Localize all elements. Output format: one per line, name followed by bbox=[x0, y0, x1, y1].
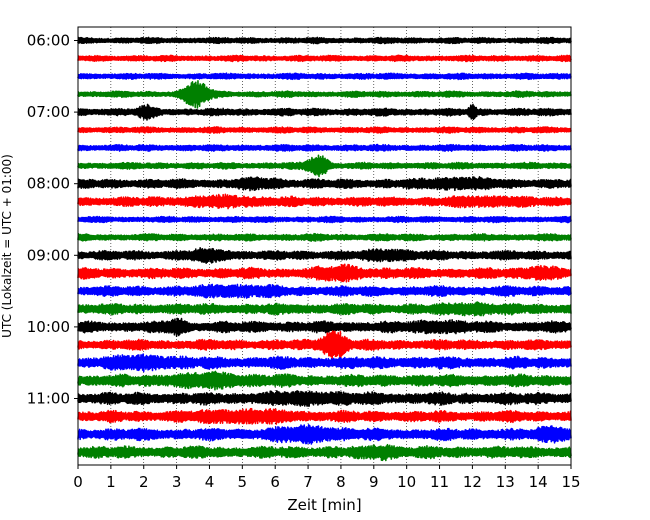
traces bbox=[77, 36, 572, 462]
trace-1100 bbox=[77, 389, 572, 407]
x-tick-label-10: 10 bbox=[397, 473, 416, 491]
trace-0745 bbox=[77, 154, 572, 178]
x-tick-label-15: 15 bbox=[561, 473, 580, 491]
trace-1030 bbox=[77, 353, 572, 373]
trace-1015 bbox=[77, 330, 572, 361]
trace-1115 bbox=[77, 407, 572, 425]
x-tick-label-1: 1 bbox=[106, 473, 116, 491]
x-tick-label-0: 0 bbox=[73, 473, 83, 491]
trace-0800 bbox=[77, 176, 572, 192]
trace-0600 bbox=[77, 36, 572, 45]
y-axis-ticks: 06:00 07:00 08:00 09:00 10:00 11:00 bbox=[27, 32, 78, 408]
x-tick-label-6: 6 bbox=[270, 473, 280, 491]
trace-1045 bbox=[77, 370, 572, 391]
trace-0930 bbox=[77, 283, 572, 299]
trace-0630 bbox=[77, 72, 572, 81]
trace-0845 bbox=[77, 232, 572, 242]
y-axis-label: UTC (Lokalzeit = UTC + 01:00) bbox=[0, 154, 14, 338]
trace-0700 bbox=[77, 103, 572, 121]
plot-frame bbox=[77, 26, 572, 466]
x-tick-label-14: 14 bbox=[529, 473, 548, 491]
grid-lines bbox=[110, 27, 539, 465]
trace-0645 bbox=[77, 80, 572, 109]
y-tick-label-0900: 09:00 bbox=[27, 246, 70, 264]
x-tick-label-5: 5 bbox=[238, 473, 248, 491]
y-tick-label-0800: 08:00 bbox=[27, 175, 70, 193]
x-axis-label: Zeit [min] bbox=[287, 496, 361, 514]
trace-0815 bbox=[77, 193, 572, 210]
x-tick-label-3: 3 bbox=[172, 473, 182, 491]
x-axis-ticks: 0 1 2 3 4 5 6 7 8 9 10 11 12 13 14 15 bbox=[73, 465, 581, 491]
x-tick-label-8: 8 bbox=[336, 473, 346, 491]
x-tick-label-11: 11 bbox=[430, 473, 449, 491]
x-tick-label-9: 9 bbox=[369, 473, 379, 491]
x-tick-label-7: 7 bbox=[303, 473, 313, 491]
trace-1130 bbox=[77, 423, 572, 445]
y-tick-label-1000: 10:00 bbox=[27, 318, 70, 336]
trace-1145 bbox=[77, 443, 572, 462]
x-tick-label-2: 2 bbox=[139, 473, 149, 491]
trace-1000 bbox=[77, 317, 572, 337]
x-tick-label-13: 13 bbox=[496, 473, 515, 491]
trace-0730 bbox=[77, 143, 572, 153]
y-tick-label-0700: 07:00 bbox=[27, 103, 70, 121]
y-tick-label-0600: 06:00 bbox=[27, 32, 70, 50]
x-tick-label-4: 4 bbox=[205, 473, 215, 491]
x-tick-label-12: 12 bbox=[463, 473, 482, 491]
trace-0615 bbox=[77, 54, 572, 63]
trace-0715 bbox=[77, 126, 572, 134]
y-tick-label-1100: 11:00 bbox=[27, 390, 70, 408]
trace-0900 bbox=[77, 247, 572, 265]
trace-0830 bbox=[77, 215, 572, 224]
trace-0945 bbox=[77, 301, 572, 317]
trace-0915 bbox=[77, 263, 572, 283]
